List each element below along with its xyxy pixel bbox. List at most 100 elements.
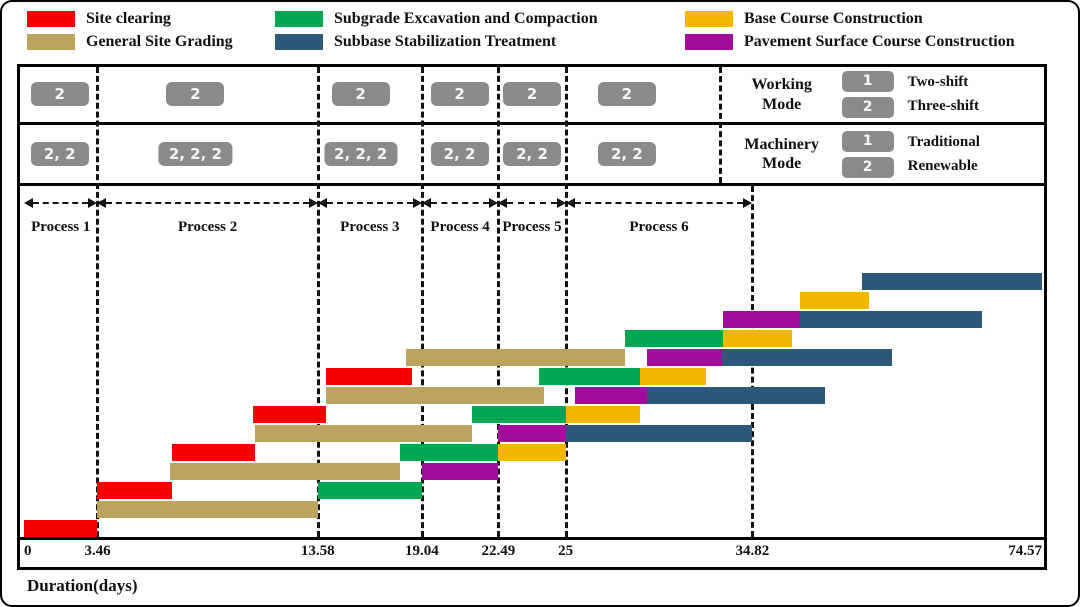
legend-swatch-subbase (275, 34, 323, 50)
machinery-mode-key-2: 2 (841, 156, 894, 178)
working-mode-key-2: 2 (841, 97, 894, 118)
working-mode-legend: Working Mode 1 2 Two-shift Three-shift (720, 67, 1042, 122)
working-mode-title: Working Mode (751, 76, 812, 113)
machinery-mode-badge: 2, 2 (430, 142, 489, 166)
gantt-bar-subgrade (624, 330, 724, 347)
gantt-bar-subbase (799, 311, 982, 328)
arrowhead-right-icon (489, 198, 499, 208)
legend-label: General Site Grading (86, 33, 233, 50)
machinery-mode-legend: Machinery Mode 1 2 Traditional Renewable (720, 125, 1042, 183)
legend-label: Base Course Construction (744, 10, 923, 27)
gantt-bar-clearing (252, 406, 326, 423)
gantt-bar-subgrade (317, 482, 422, 499)
arrowhead-right-icon (308, 198, 318, 208)
gantt-bar-subgrade (400, 444, 499, 461)
working-mode-badge: 2 (166, 82, 225, 106)
arrow-dashed-line (507, 202, 557, 204)
gantt-bar-pavement (723, 311, 800, 328)
gantt-bar-clearing (24, 520, 98, 537)
legend-item-site-grading: General Site Grading (27, 33, 233, 51)
x-axis-tick-label: 25 (558, 543, 574, 559)
legend-swatch-site-grading (27, 34, 75, 50)
arrow-dashed-line (574, 202, 744, 204)
arrowhead-left-icon (317, 198, 327, 208)
x-axis-tick-label: 19.04 (404, 543, 439, 559)
arrowhead-left-icon (24, 198, 34, 208)
working-mode-badge: 2 (430, 82, 489, 106)
gantt-bar-pavement (647, 349, 722, 366)
gantt-bar-pavement (498, 425, 566, 442)
gantt-bar-base (565, 406, 640, 423)
gantt-bar-subbase (862, 273, 1042, 290)
arrowhead-left-icon (498, 198, 508, 208)
process-boundary-line (96, 67, 100, 537)
gantt-bar-pavement (575, 387, 648, 404)
process-span-arrow (498, 197, 566, 209)
divider-working-machinery (20, 122, 1044, 125)
legend-label: Subbase Stabilization Treatment (334, 33, 557, 50)
divider-machinery-chart (20, 183, 1044, 186)
traditional-label: Traditional (907, 133, 980, 150)
legend-item-pavement: Pavement Surface Course Construction (685, 33, 1015, 51)
gantt-bar-base (799, 292, 870, 309)
gantt-bar-grading (97, 501, 318, 518)
x-axis-tick-label: 3.46 (84, 543, 111, 559)
arrowhead-right-icon (412, 198, 422, 208)
gantt-bar-base (498, 444, 566, 461)
gantt-bar-grading (255, 425, 472, 442)
gantt-bar-subbase (647, 387, 826, 404)
working-mode-key-labels: Two-shift Three-shift (908, 74, 979, 115)
working-mode-badge: 2 (503, 82, 561, 106)
machinery-mode-badge: 2, 2, 2 (324, 142, 398, 166)
machinery-mode-key-labels: Traditional Renewable (908, 134, 980, 175)
arrowhead-left-icon (97, 198, 107, 208)
legend-item-base-course: Base Course Construction (685, 10, 923, 28)
gantt-bar-subgrade (471, 406, 566, 423)
legend-item-site-clearing: Site clearing (27, 10, 171, 28)
x-axis-tick-label: 0 (24, 543, 32, 559)
machinery-mode-badge: 2, 2, 2 (158, 142, 232, 166)
arrowhead-left-icon (421, 198, 431, 208)
process-span-arrow (565, 197, 753, 209)
x-axis-title: Duration(days) (27, 576, 138, 595)
gantt-bar-subbase (721, 349, 893, 366)
process-label: Process 5 (502, 219, 562, 235)
renewable-label: Renewable (907, 157, 978, 174)
gantt-bar-grading (405, 349, 625, 366)
plot-area: Working Mode 1 2 Two-shift Three-shift M… (22, 67, 1042, 567)
gantt-bar-grading (170, 463, 401, 480)
gantt-bar-clearing (172, 444, 256, 461)
process-label: Process 3 (340, 219, 400, 235)
working-mode-badge: 2 (331, 82, 390, 106)
machinery-mode-key-1: 1 (841, 130, 894, 152)
x-axis-tick-label: 74.57 (1008, 543, 1042, 559)
three-shift-label: Three-shift (907, 98, 980, 114)
process-label: Process 1 (31, 219, 91, 235)
working-mode-badge: 2 (597, 82, 656, 106)
process-boundary-line (316, 67, 320, 537)
chart-frame: Working Mode 1 2 Two-shift Three-shift M… (17, 64, 1047, 570)
arrowhead-right-icon (88, 198, 98, 208)
gantt-bar-pavement (421, 463, 499, 480)
legend-swatch-pavement (685, 34, 733, 50)
arrow-dashed-line (430, 202, 490, 204)
legend-swatch-subgrade (275, 11, 323, 27)
legend-item-subgrade: Subgrade Excavation and Compaction (275, 10, 598, 28)
machinery-mode-badge-keys: 1 2 (841, 130, 894, 178)
arrow-dashed-line (106, 202, 309, 204)
x-axis-tick-label: 22.49 (481, 543, 516, 559)
arrow-dashed-line (326, 202, 413, 204)
process-label: Process 6 (629, 219, 689, 235)
gantt-bar-grading (325, 387, 545, 404)
chart-legend: Site clearing Subgrade Excavation and Co… (2, 2, 1078, 64)
two-shift-label: Two-shift (907, 74, 969, 90)
legend-label: Pavement Surface Course Construction (744, 33, 1015, 50)
process-label: Process 4 (430, 219, 490, 235)
divider-chart-axis (20, 537, 1044, 540)
machinery-mode-badge: 2, 2 (30, 142, 89, 166)
arrow-dashed-line (33, 202, 89, 204)
machinery-mode-title: Machinery Mode (744, 135, 819, 172)
legend-item-subbase: Subbase Stabilization Treatment (275, 33, 556, 51)
process-span-arrow (421, 197, 499, 209)
